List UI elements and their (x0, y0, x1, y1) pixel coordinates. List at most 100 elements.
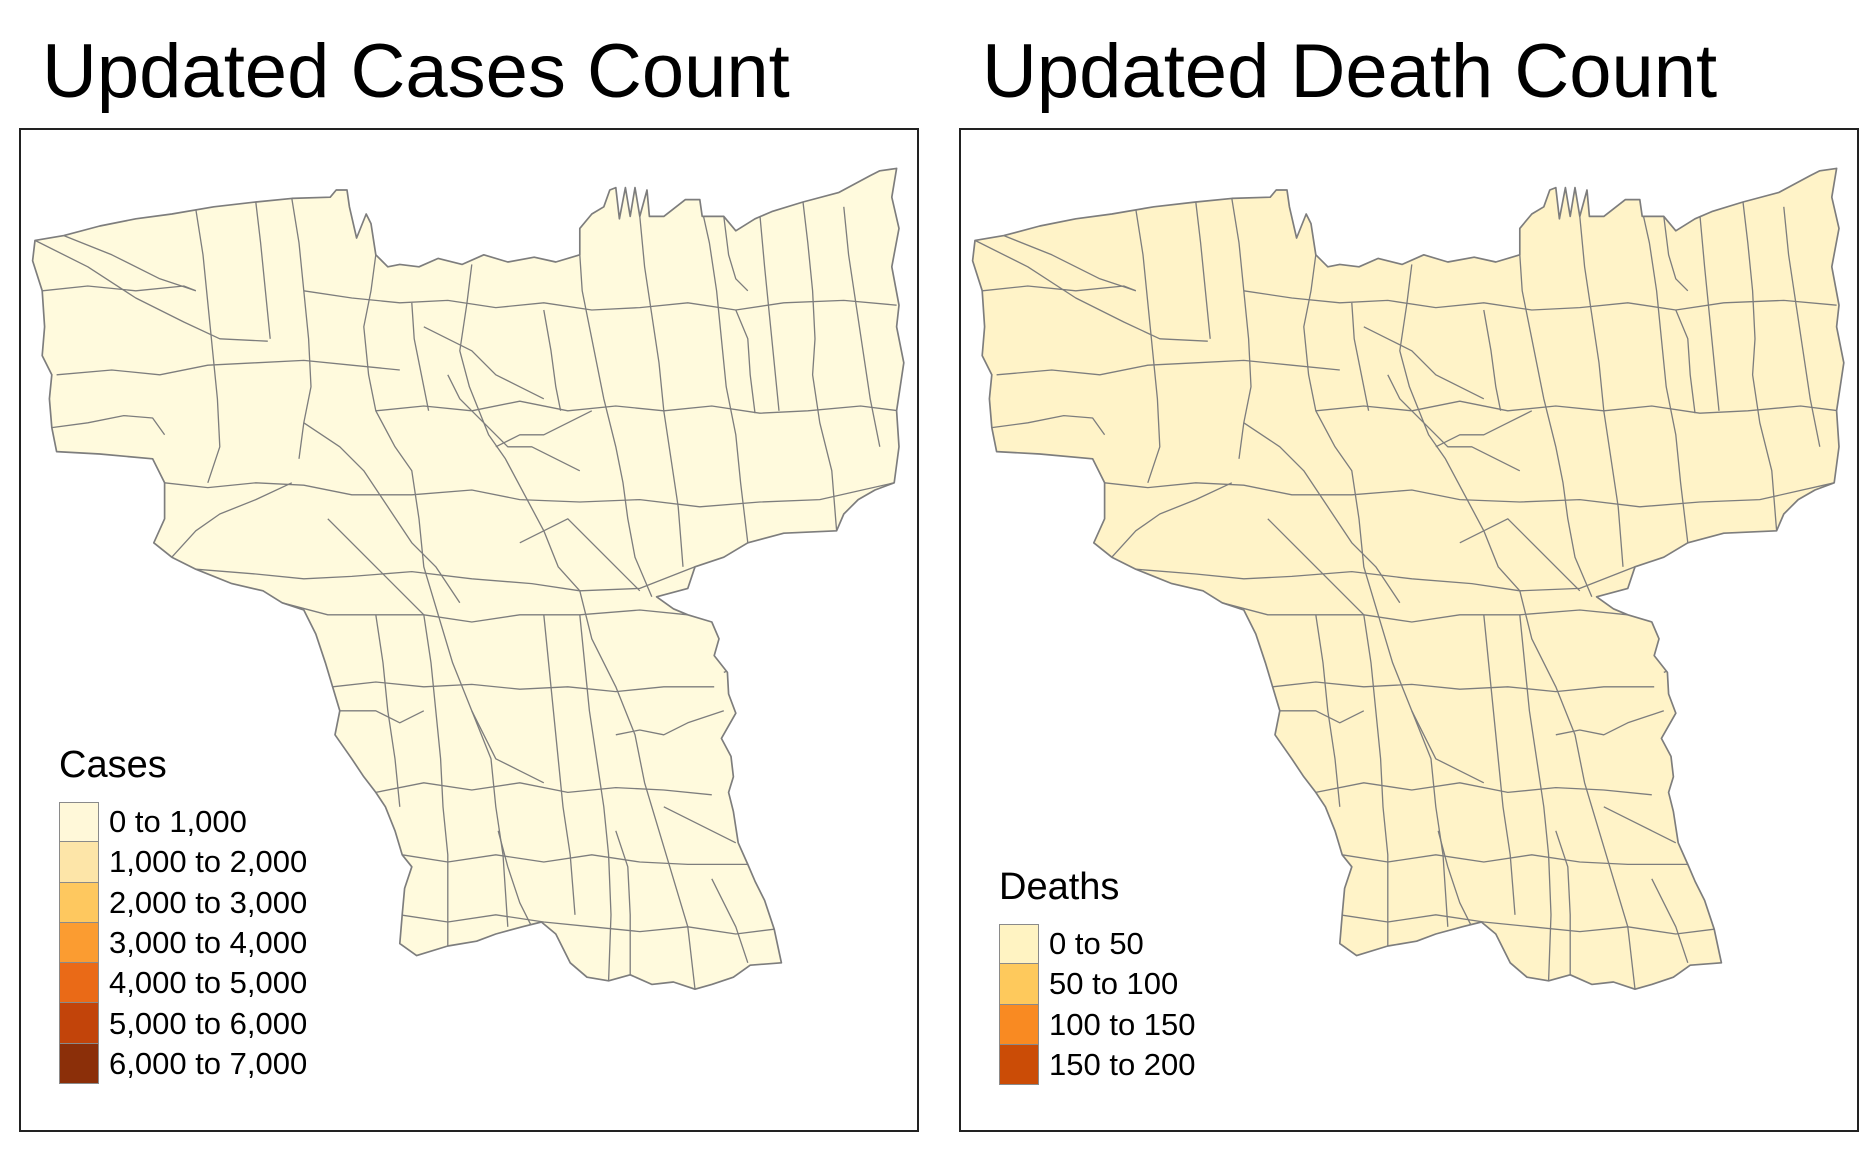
deaths-legend-items: 0 to 50 50 to 100 100 to 150 150 to 200 (999, 924, 1196, 1086)
legend-swatch (999, 924, 1039, 965)
district-boundary (1459, 518, 1581, 592)
district-boundary (759, 213, 780, 411)
district-boundary (402, 854, 748, 866)
district-boundary (63, 234, 197, 292)
district-boundary (1243, 290, 1837, 311)
district-boundary (1399, 264, 1636, 990)
cases-legend-item: 6,000 to 7,000 (59, 1043, 308, 1085)
district-boundary (1135, 209, 1161, 484)
legend-label: 0 to 50 (1049, 926, 1144, 962)
district-boundary (639, 216, 684, 567)
district-boundary (723, 645, 796, 674)
cases-legend-item: 3,000 to 4,000 (59, 922, 307, 964)
district-boundary (1195, 201, 1211, 339)
legend-swatch (59, 922, 99, 964)
district-boundary (423, 326, 545, 400)
district-boundary (1272, 681, 1655, 693)
district-boundary (282, 602, 688, 623)
district-boundary (327, 518, 425, 616)
district-boundary (1363, 326, 1485, 400)
legend-label: 4,000 to 5,000 (109, 965, 308, 1001)
district-boundary (1603, 806, 1677, 844)
legend-label: 6,000 to 7,000 (109, 1045, 308, 1081)
cases-legend-items: 0 to 1,000 1,000 to 2,000 2,000 to 3,000… (59, 802, 308, 1085)
district-boundary (471, 710, 545, 784)
deaths-choropleth-map (971, 167, 1845, 991)
district-boundary (974, 239, 1208, 342)
district-boundary (1104, 482, 1835, 508)
deaths-legend-item: 100 to 150 (999, 1004, 1196, 1045)
district-boundary (1279, 710, 1365, 724)
district-boundary (195, 209, 221, 484)
district-boundary (497, 830, 533, 928)
district-boundary (255, 201, 271, 339)
district-boundary (1783, 206, 1821, 447)
cases-legend: Cases 0 to 1,000 1,000 to 2,000 2,000 to… (59, 744, 308, 1085)
district-boundary (164, 482, 895, 508)
district-boundary (1663, 216, 1689, 292)
legend-swatch (59, 802, 99, 843)
district-boundary (1437, 830, 1473, 928)
legend-label: 2,000 to 3,000 (109, 884, 308, 920)
district-boundary (1639, 199, 1689, 543)
district-boundary (1675, 309, 1696, 414)
district-boundary (375, 782, 712, 796)
cases-legend-item: 1,000 to 2,000 (59, 842, 307, 883)
district-boundary (1579, 216, 1624, 567)
cases-map-frame: Cases 0 to 1,000 1,000 to 2,000 2,000 to… (19, 128, 919, 1132)
legend-swatch (59, 1003, 99, 1044)
district-boundary (339, 710, 425, 724)
district-boundary (411, 302, 430, 411)
district-boundary (711, 878, 749, 964)
legend-swatch (59, 882, 99, 923)
district-boundary (1315, 782, 1652, 796)
cases-choropleth-map (31, 167, 905, 991)
cases-legend-item: 2,000 to 3,000 (59, 882, 308, 923)
district-boundary (1267, 518, 1365, 616)
deaths-legend-item: 0 to 50 (999, 924, 1196, 965)
deaths-legend-title: Deaths (999, 866, 1120, 908)
legend-swatch (999, 964, 1039, 1005)
district-boundary (996, 359, 1340, 376)
district-boundary (1243, 422, 1401, 604)
district-boundary (56, 359, 400, 376)
district-boundary (663, 806, 737, 844)
legend-label: 150 to 200 (1049, 1047, 1196, 1083)
district-boundary (991, 414, 1106, 436)
district-boundary (303, 290, 897, 311)
district-boundary (802, 201, 838, 531)
district-boundary (1342, 854, 1688, 866)
deaths-legend: Deaths 0 to 50 50 to 100 100 to 150 150 … (999, 866, 1196, 1086)
district-boundary (363, 254, 509, 927)
district-boundary (51, 414, 166, 436)
cases-legend-title: Cases (59, 744, 167, 786)
district-boundary (399, 914, 775, 935)
district-boundary (1555, 830, 1571, 975)
district-boundary (1339, 914, 1715, 935)
district-boundary (1387, 374, 1521, 472)
district-boundary (1111, 482, 1233, 558)
district-boundary (1315, 614, 1341, 807)
district-boundary (1483, 614, 1516, 915)
legend-swatch (59, 842, 99, 883)
cases-legend-item: 4,000 to 5,000 (59, 963, 308, 1004)
district-boundary (1483, 309, 1502, 411)
legend-swatch (999, 1044, 1039, 1086)
legend-swatch (59, 1043, 99, 1085)
district-boundary (1222, 602, 1628, 623)
deaths-district-boundaries (974, 198, 1840, 990)
district-boundary (579, 614, 612, 981)
district-boundary (375, 614, 401, 807)
district-boundary (495, 410, 593, 448)
district-boundary (519, 518, 641, 592)
district-boundary (1315, 400, 1840, 414)
legend-label: 0 to 1,000 (109, 804, 247, 840)
legend-label: 100 to 150 (1049, 1006, 1196, 1042)
legend-swatch (999, 1004, 1039, 1045)
district-boundary (459, 264, 696, 990)
deaths-legend-item: 50 to 100 (999, 964, 1196, 1005)
district-boundary (1351, 302, 1370, 411)
legend-label: 50 to 100 (1049, 966, 1179, 1002)
district-boundary (543, 614, 576, 915)
district-boundary (723, 216, 749, 292)
